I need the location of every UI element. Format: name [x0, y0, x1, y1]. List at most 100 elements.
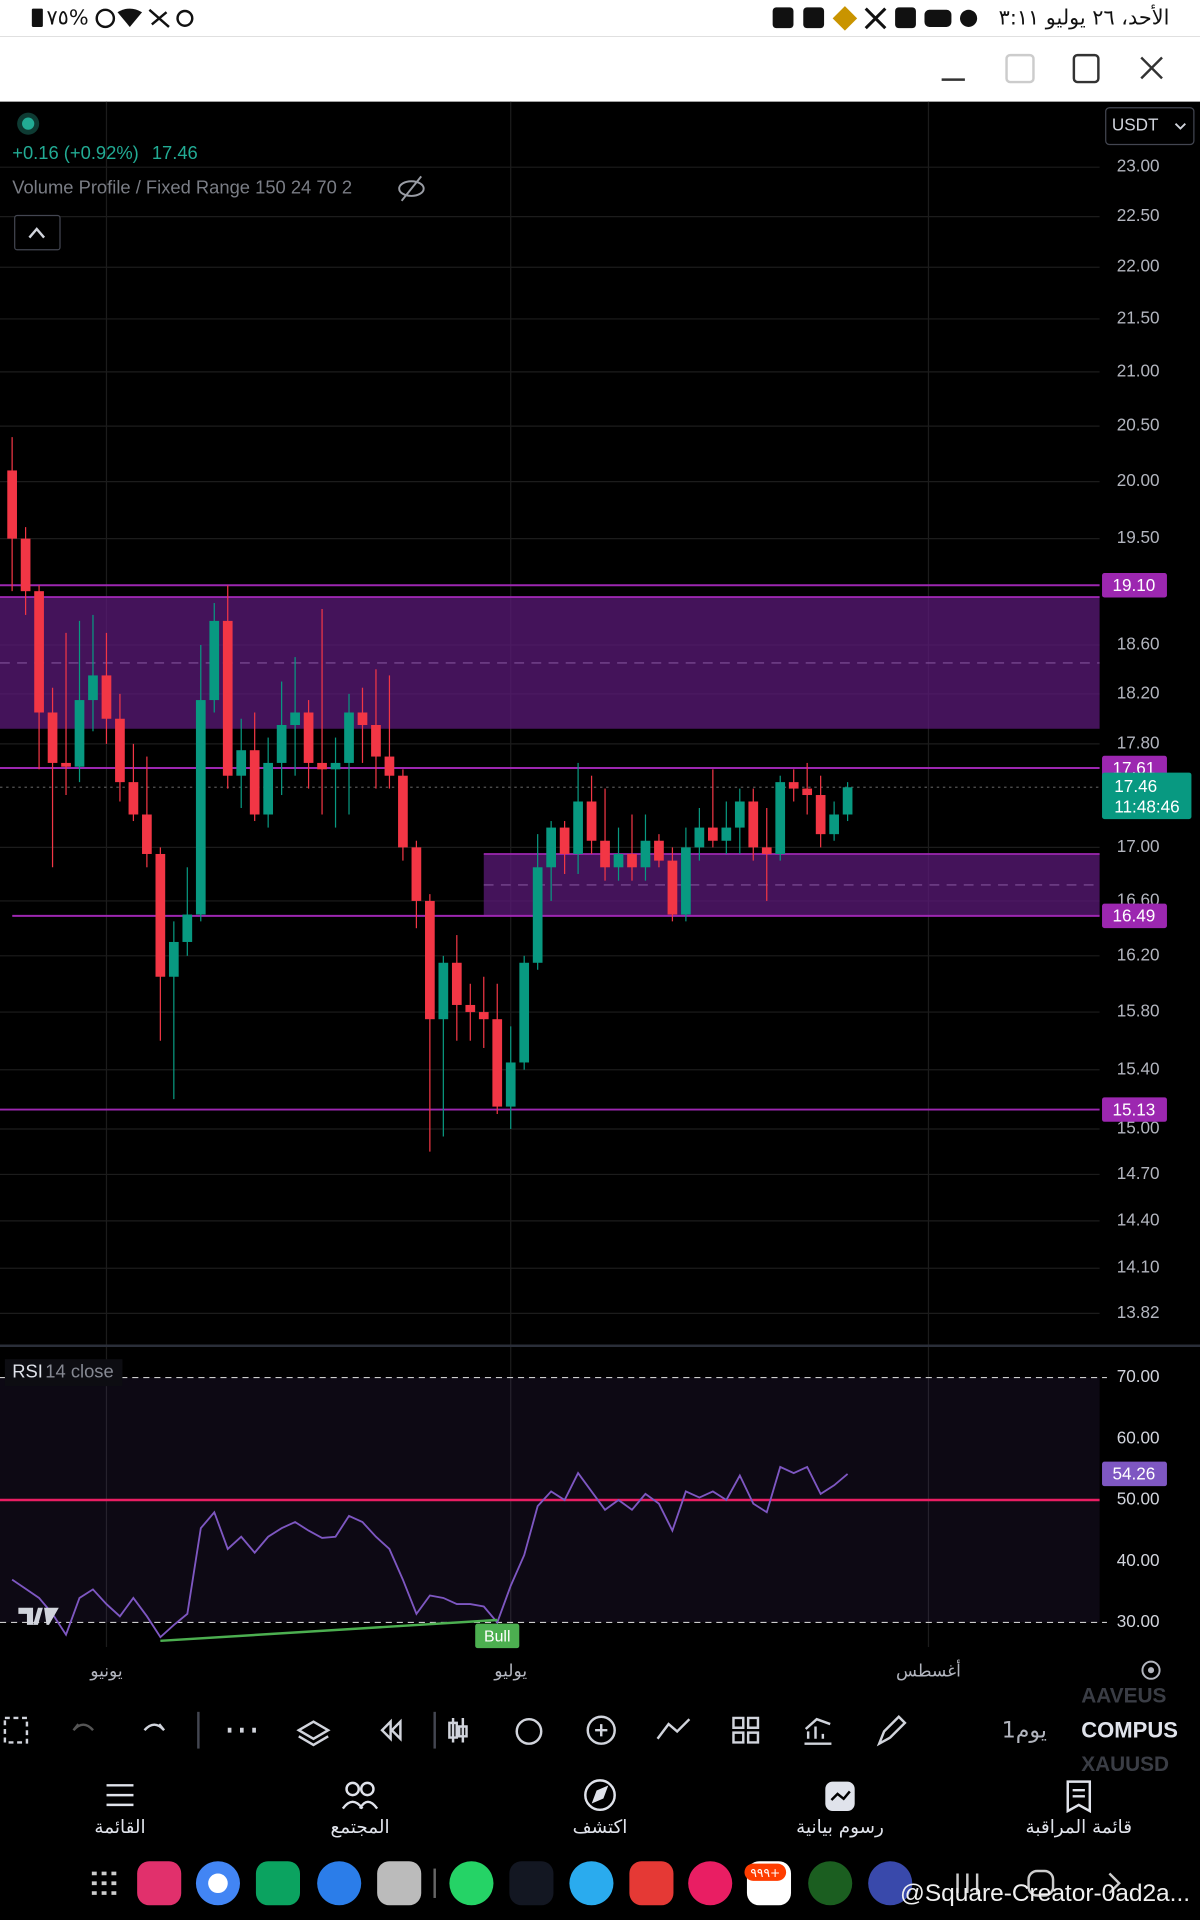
- app-icon-center: [208, 1873, 228, 1894]
- candle-body: [249, 750, 260, 815]
- menu-icon: [106, 1784, 134, 1807]
- candle-body: [317, 762, 327, 770]
- add-button[interactable]: [586, 1715, 616, 1745]
- level-label: 15.13: [1112, 1099, 1155, 1119]
- y-tick-label: 20.50: [1117, 415, 1160, 435]
- candle-body: [519, 962, 530, 1063]
- gallery-icon: [772, 7, 794, 29]
- charts-glyph: [830, 1790, 851, 1801]
- app-icon[interactable]: [255, 1861, 300, 1906]
- split-button[interactable]: [1005, 53, 1035, 84]
- app-icon[interactable]: [808, 1861, 853, 1906]
- app-icon[interactable]: [317, 1861, 362, 1906]
- app-icon[interactable]: [509, 1861, 554, 1906]
- status-bar: [0, 0, 1200, 37]
- currency-selector[interactable]: [1105, 107, 1195, 146]
- app-icon[interactable]: [449, 1861, 494, 1906]
- explore-icon: [584, 1779, 616, 1812]
- candle-body: [842, 787, 853, 815]
- watermark: @Square-Creator-0ad2a...: [900, 1880, 1190, 1907]
- fullscreen-button[interactable]: [3, 1716, 29, 1744]
- indicators-button[interactable]: [656, 1718, 691, 1740]
- settings-button: [1141, 1660, 1161, 1680]
- candle-body: [761, 847, 772, 854]
- candle-body: [7, 470, 17, 539]
- symbol-next[interactable]: XAUUSD: [1081, 1753, 1169, 1776]
- youtube-icon: [924, 9, 952, 27]
- price-change: +0.16 (+0.92%): [12, 142, 139, 163]
- app-icon[interactable]: [137, 1861, 182, 1906]
- draw-button[interactable]: [876, 1715, 907, 1747]
- candle-body: [88, 675, 98, 701]
- layout-button[interactable]: [732, 1716, 760, 1744]
- financials-button[interactable]: [804, 1717, 832, 1745]
- candle-body: [788, 782, 799, 789]
- apps-button[interactable]: [91, 1871, 117, 1895]
- replay-button[interactable]: [380, 1718, 402, 1742]
- alert-button[interactable]: [515, 1717, 543, 1745]
- window-button[interactable]: [1072, 53, 1100, 84]
- nav-label[interactable]: رسوم بيانية: [796, 1817, 884, 1838]
- candle-body: [748, 801, 759, 848]
- x-tick-label: أغسطس: [896, 1659, 961, 1681]
- nav-label[interactable]: المجتمع: [330, 1817, 389, 1838]
- candle-body: [330, 762, 341, 770]
- layers-button[interactable]: [296, 1720, 331, 1747]
- candle-body: [775, 782, 786, 854]
- dock: [91, 1861, 1121, 1906]
- datetime: الأحد، ٢٦ يوليو ٣:١١: [999, 4, 1170, 29]
- y-tick-label: 30.00: [1117, 1611, 1160, 1631]
- nav-label[interactable]: اكتشف: [573, 1817, 628, 1838]
- toolbar: [3, 1711, 907, 1749]
- level-label-box: [1102, 573, 1167, 598]
- battery-icon: [31, 8, 43, 27]
- last-price: 17.46: [152, 142, 198, 163]
- redo-button[interactable]: [143, 1723, 166, 1732]
- hide-indicator-button[interactable]: [398, 175, 425, 202]
- chart-type-button[interactable]: [448, 1717, 468, 1743]
- home-button[interactable]: [1027, 1869, 1055, 1897]
- y-tick-label: 14.70: [1117, 1163, 1160, 1183]
- symbol-prev[interactable]: AAVEUS: [1081, 1685, 1166, 1708]
- candle-body: [155, 853, 166, 977]
- close-button[interactable]: [1140, 56, 1163, 80]
- candle-body: [115, 718, 125, 783]
- candle-body: [667, 860, 678, 915]
- mute-icon: [148, 8, 170, 28]
- candle-body: [222, 620, 233, 776]
- candle-body: [559, 827, 570, 854]
- divergence-line: [160, 1618, 498, 1643]
- collapse-button[interactable]: [14, 214, 61, 251]
- candle-body: [478, 1012, 489, 1020]
- nav-label[interactable]: القائمة: [94, 1817, 145, 1838]
- candle-body: [707, 827, 718, 841]
- y-tick-label: 22.50: [1117, 205, 1160, 225]
- symbol-current[interactable]: COMPUS: [1081, 1717, 1178, 1742]
- candle-body: [344, 712, 354, 763]
- level-label-box: [1102, 1097, 1167, 1122]
- nav-label[interactable]: قائمة المراقبة: [1026, 1817, 1132, 1838]
- candle-body: [613, 853, 624, 868]
- candle-body: [829, 814, 839, 835]
- undo-button[interactable]: [72, 1723, 94, 1732]
- y-tick-label: 16.20: [1117, 944, 1160, 964]
- candle-body: [142, 814, 152, 854]
- candle-body: [303, 712, 314, 763]
- candle-body: [425, 900, 435, 1020]
- candle-body: [438, 962, 449, 1020]
- candle-body: [681, 847, 691, 915]
- app-icon[interactable]: [569, 1861, 614, 1906]
- app-icon[interactable]: [377, 1861, 422, 1906]
- recents-button[interactable]: [956, 1873, 979, 1894]
- back-button[interactable]: [1108, 1872, 1121, 1894]
- x-tick-label: يوليو: [493, 1661, 527, 1681]
- candle-body: [182, 914, 193, 942]
- app-icon[interactable]: [629, 1861, 674, 1906]
- interval[interactable]: 1يوم: [1002, 1718, 1047, 1743]
- candle-body: [47, 712, 58, 763]
- app-icon[interactable]: [868, 1861, 913, 1906]
- y-tick-label: 18.60: [1117, 633, 1160, 653]
- app-icon[interactable]: [688, 1861, 733, 1906]
